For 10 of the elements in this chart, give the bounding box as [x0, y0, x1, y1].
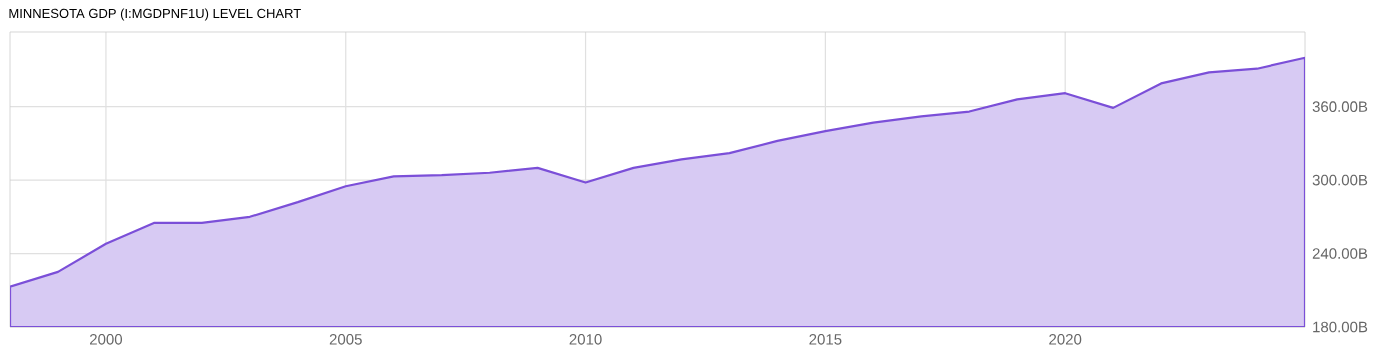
x-tick-label: 2020 — [1049, 334, 1082, 345]
x-tick-label: 2000 — [90, 334, 123, 345]
x-tick-label: 2005 — [329, 334, 362, 345]
y-tick-label: 240.00B — [1312, 248, 1368, 259]
x-tick-label: 2010 — [569, 334, 602, 345]
y-tick-label: 300.00B — [1312, 174, 1368, 186]
y-tick-label: 180.00B — [1313, 321, 1368, 333]
x-tick-label: 2015 — [809, 334, 842, 345]
chart-title: MINNESOTA GDP (I:MGDPNF1U) LEVEL CHART — [9, 8, 301, 21]
y-tick-label: 360.00B — [1312, 101, 1368, 112]
